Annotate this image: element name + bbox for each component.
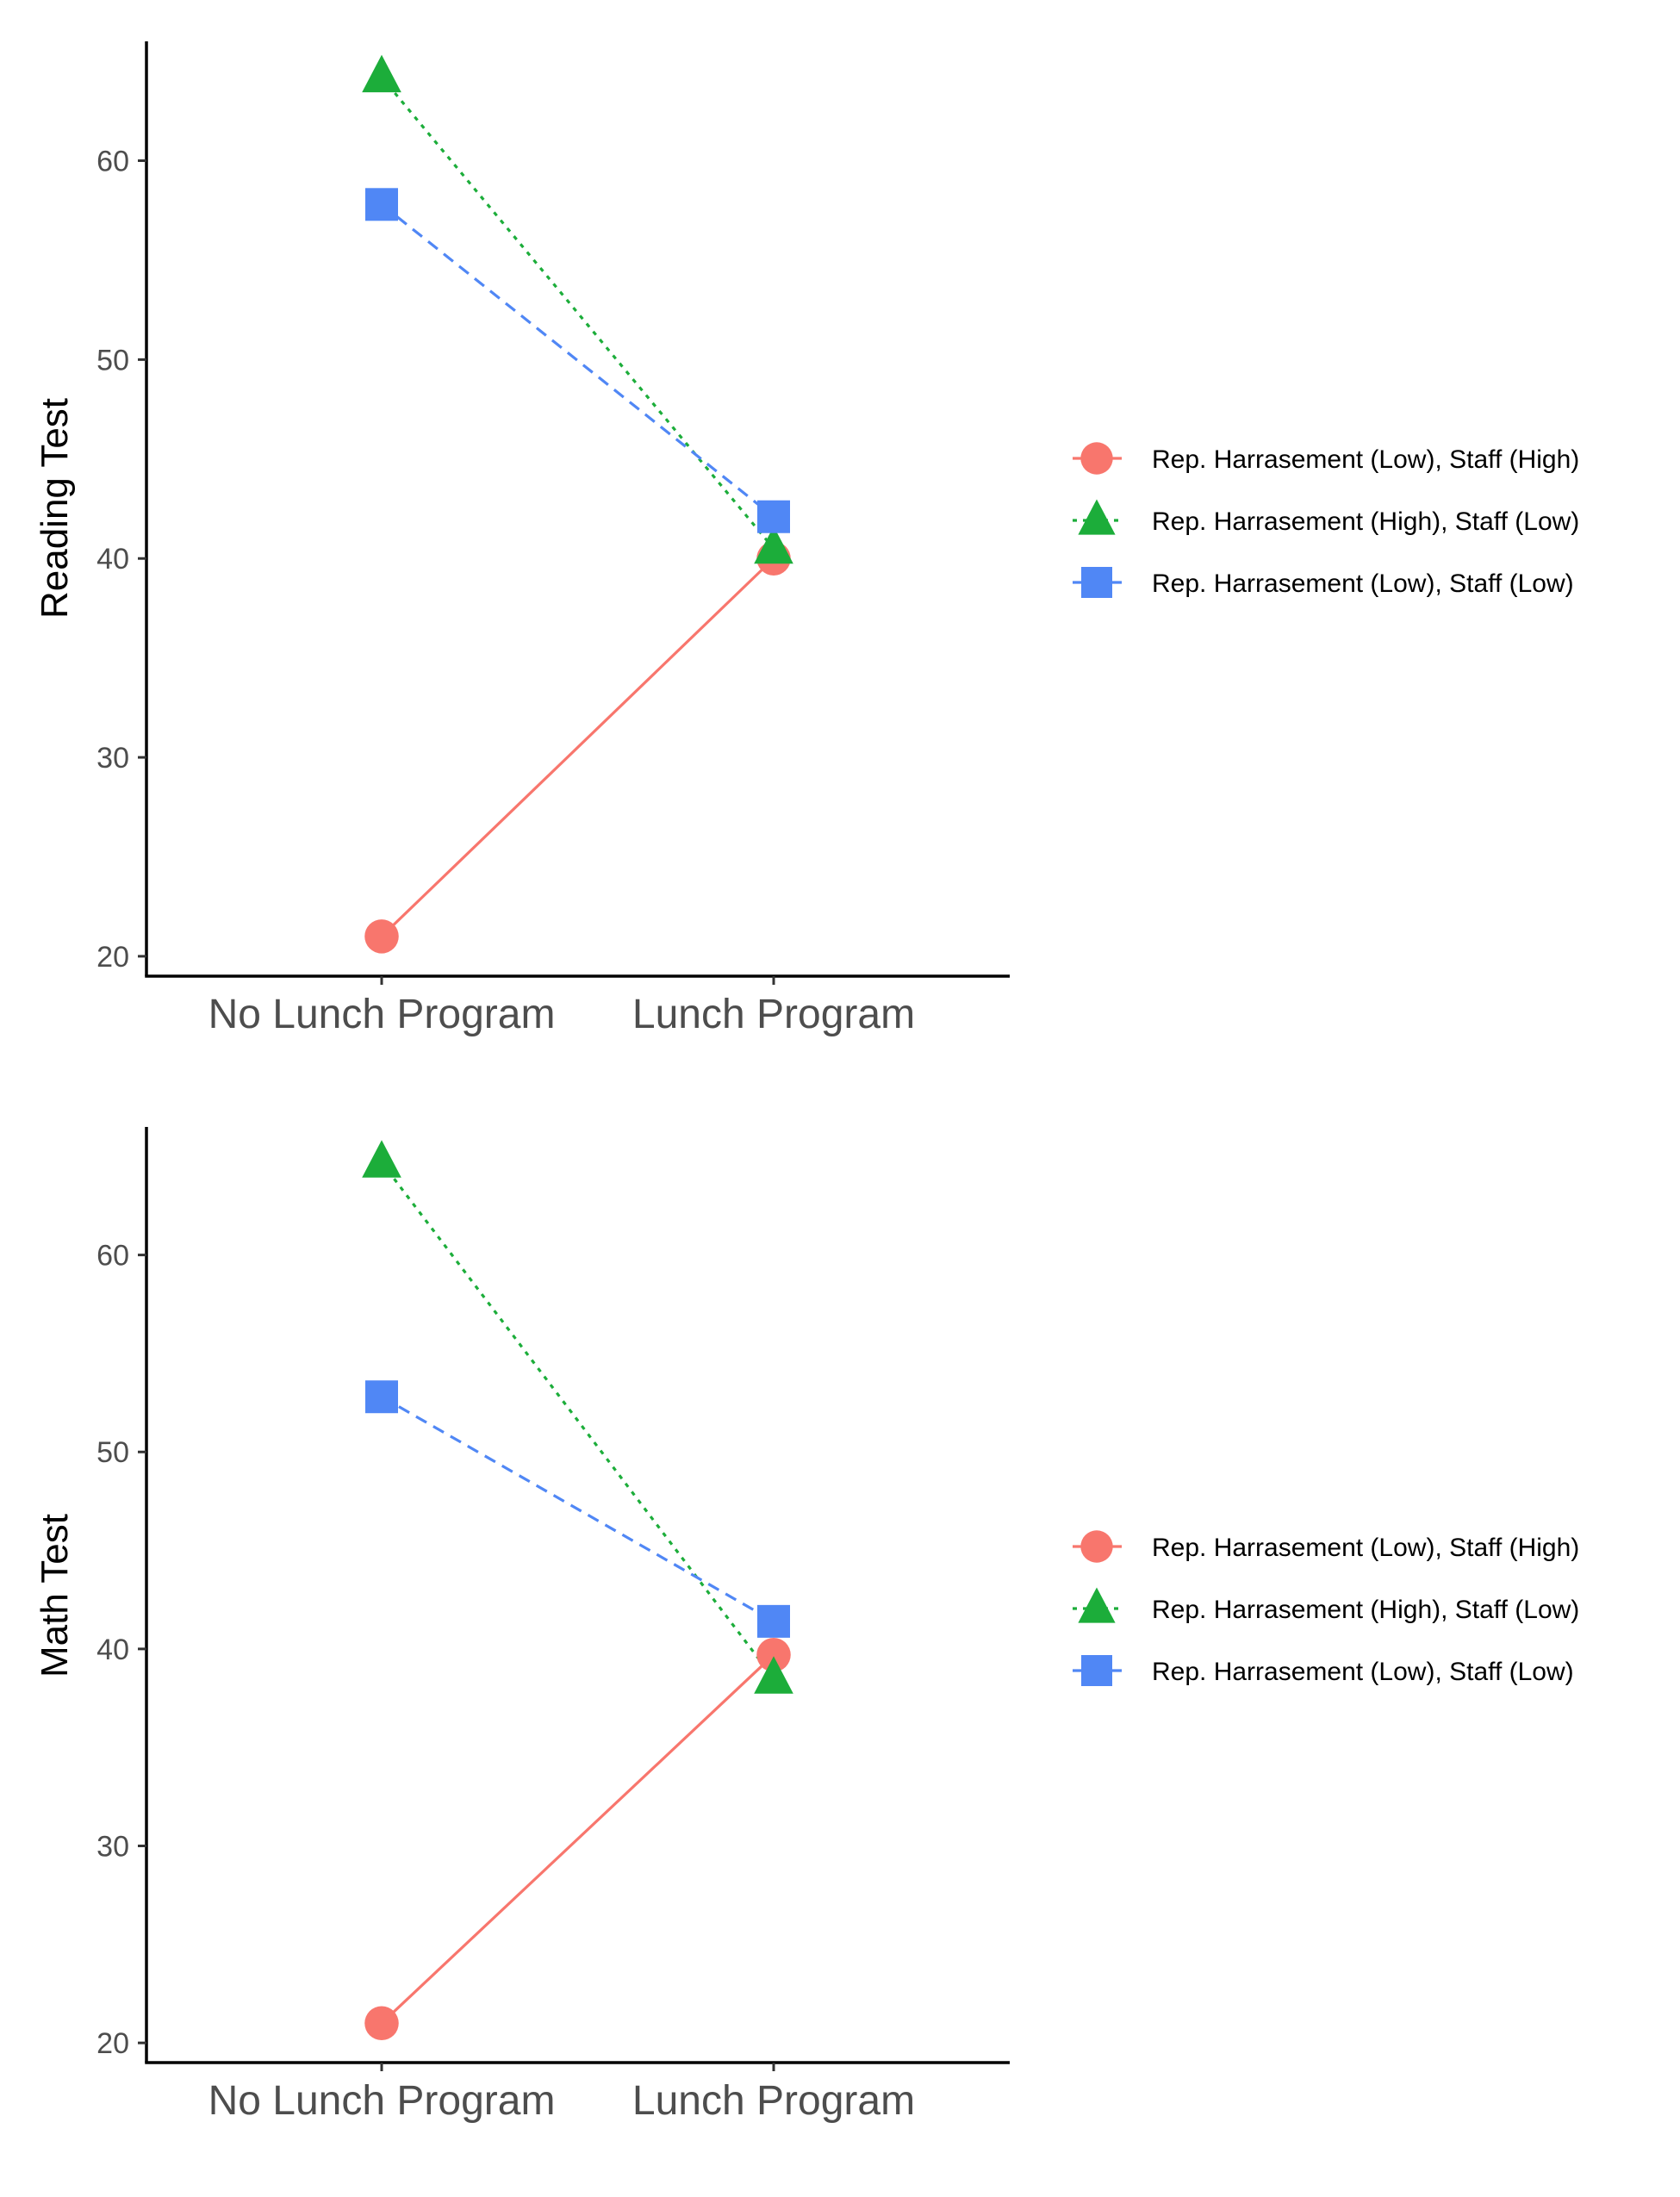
legend: Rep. Harrasement (Low), Staff (High) Rep.… — [1073, 1530, 1579, 1686]
series-line-square — [381, 203, 775, 518]
legend-label: Rep. Harrasement (Low), Staff (High) — [1152, 445, 1579, 474]
data-point-square — [757, 1604, 790, 1638]
y-tick-label: 40 — [96, 1634, 129, 1666]
data-point-triangle — [362, 54, 401, 93]
data-point-circle — [364, 2006, 399, 2041]
data-point-circle — [364, 919, 399, 954]
y-tick-label: 60 — [96, 146, 129, 178]
data-point-circle — [756, 1637, 791, 1672]
y-tick-label: 50 — [96, 344, 129, 377]
legend-label: Rep. Harrasement (Low), Staff (Low) — [1152, 1658, 1574, 1686]
y-tick-label: 50 — [96, 1436, 129, 1469]
legend-key-square — [1081, 567, 1112, 598]
series-line-square — [381, 1395, 775, 1623]
legend-key-triangle — [1078, 1587, 1116, 1623]
legend-key-circle — [1080, 1530, 1113, 1563]
series-line-circle — [380, 1653, 775, 2025]
data-point-square — [757, 500, 790, 533]
legend: Rep. Harrasement (Low), Staff (High) Rep.… — [1073, 442, 1579, 598]
y-tick-label: 30 — [96, 742, 129, 775]
y-axis-title: Reading Test — [34, 398, 76, 619]
y-tick-label: 60 — [96, 1240, 129, 1273]
legend-label: Rep. Harrasement (High), Staff (Low) — [1152, 507, 1579, 536]
legend-key-circle — [1080, 442, 1113, 475]
series-line-triangle — [380, 76, 775, 550]
data-point-square — [365, 188, 398, 221]
legend-label: Rep. Harrasement (Low), Staff (Low) — [1152, 569, 1574, 598]
legend-label: Rep. Harrasement (High), Staff (Low) — [1152, 1596, 1579, 1624]
data-point-triangle — [362, 1140, 401, 1178]
y-tick-label: 20 — [96, 2027, 129, 2060]
y-tick-label: 20 — [96, 941, 129, 974]
chart-panel-1: 20 30 40 50 60 No Lunch Program Lunch Program R… — [34, 41, 1579, 1037]
chart-panel-2: 20 30 40 50 60 No Lunch Program Lunch Program M… — [34, 1127, 1579, 2124]
y-tick-label: 30 — [96, 1831, 129, 1864]
x-tick-label: Lunch Program — [632, 2078, 915, 2124]
data-point-triangle — [754, 1656, 793, 1694]
x-tick-label: Lunch Program — [632, 992, 915, 1037]
x-tick-label: No Lunch Program — [208, 992, 556, 1037]
legend-key-square — [1081, 1655, 1112, 1686]
data-point-square — [365, 1380, 398, 1414]
series-line-triangle — [380, 1161, 775, 1680]
y-tick-label: 40 — [96, 543, 129, 576]
data-point-triangle — [754, 526, 793, 564]
legend-label: Rep. Harrasement (Low), Staff (High) — [1152, 1534, 1579, 1562]
x-tick-label: No Lunch Program — [208, 2078, 556, 2124]
series-line-circle — [380, 557, 775, 937]
y-axis-title: Math Test — [34, 1514, 76, 1677]
legend-key-triangle — [1078, 499, 1116, 535]
